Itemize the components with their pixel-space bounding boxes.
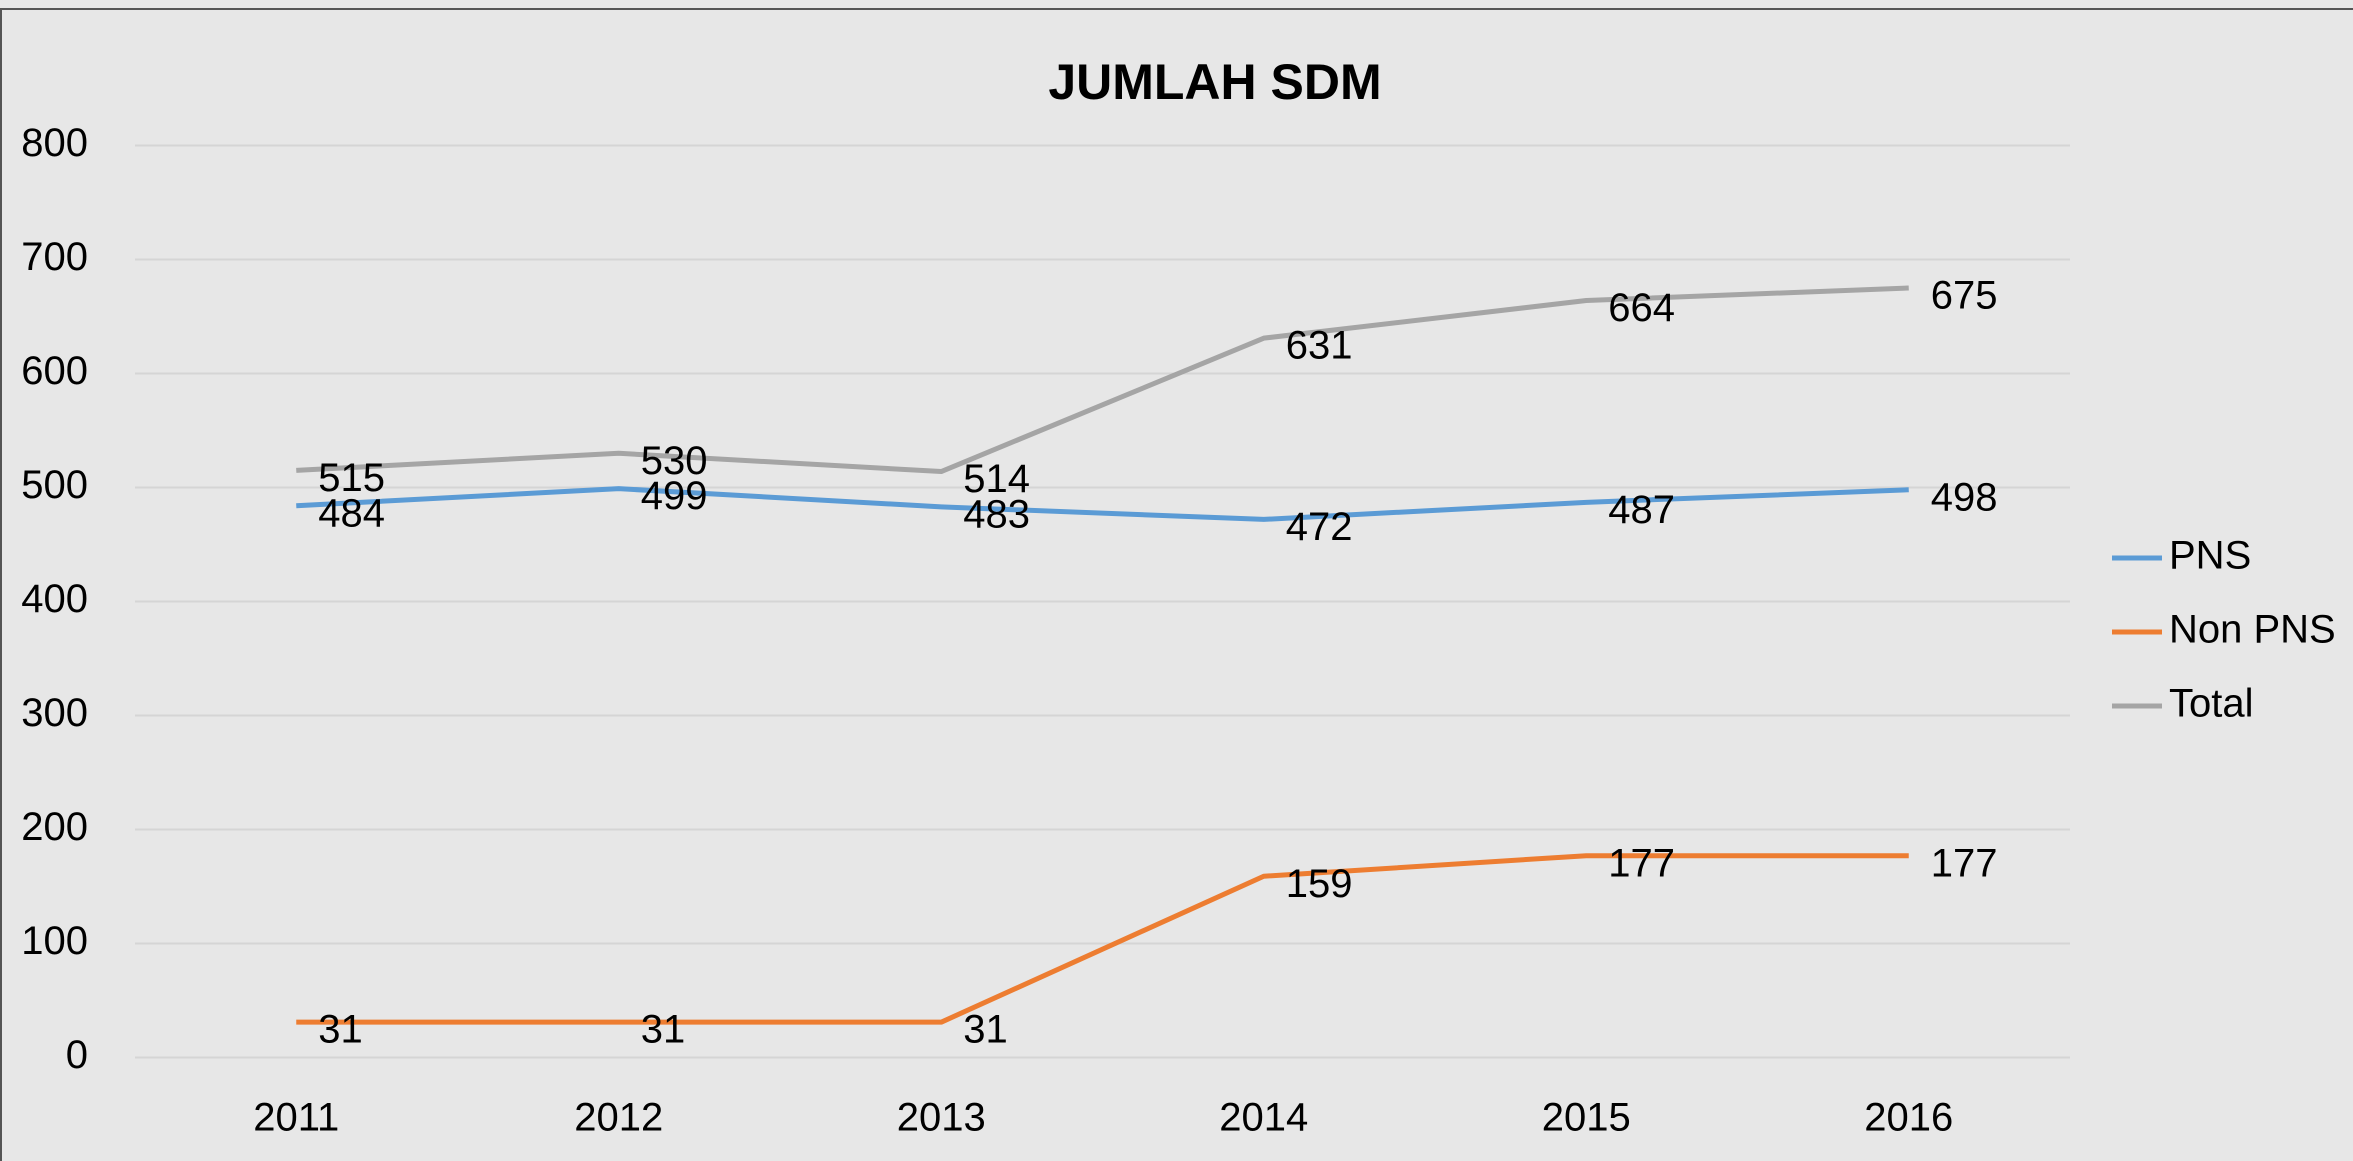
data-label: 675 [1931, 274, 1998, 318]
data-label: 664 [1608, 286, 1675, 330]
y-tick-label: 200 [21, 805, 88, 849]
data-label: 31 [641, 1008, 686, 1052]
data-label: 498 [1931, 475, 1998, 519]
data-label: 499 [641, 474, 708, 518]
data-label: 472 [1286, 505, 1353, 549]
y-tick-label: 700 [21, 235, 88, 279]
y-tick-label: 100 [21, 919, 88, 963]
y-tick-label: 300 [21, 691, 88, 735]
x-tick-label: 2015 [1542, 1096, 1631, 1140]
data-label: 530 [641, 439, 708, 483]
data-label: 484 [318, 491, 385, 535]
y-tick-label: 0 [66, 1033, 88, 1077]
legend-label: PNS [2169, 534, 2251, 578]
y-tick-label: 500 [21, 463, 88, 507]
x-tick-label: 2012 [574, 1096, 663, 1140]
data-label: 487 [1608, 488, 1675, 532]
y-tick-label: 600 [21, 349, 88, 393]
data-label: 514 [963, 457, 1030, 501]
series-line [296, 853, 1909, 1025]
data-label: 177 [1608, 841, 1675, 885]
data-label: 31 [318, 1008, 363, 1052]
series-line [296, 486, 1909, 522]
data-label: 177 [1931, 841, 1998, 885]
y-tick-label: 400 [21, 577, 88, 621]
data-label: 159 [1286, 862, 1353, 906]
legend-label: Non PNS [2169, 608, 2336, 652]
x-tick-label: 2014 [1219, 1096, 1308, 1140]
y-tick-label: 800 [21, 121, 88, 165]
x-tick-label: 2013 [897, 1096, 986, 1140]
data-label: 483 [963, 492, 1030, 536]
legend-label: Total [2169, 682, 2254, 726]
x-tick-label: 2011 [253, 1096, 339, 1140]
chart-title: JUMLAH SDM [1048, 54, 1381, 110]
data-label: 31 [963, 1008, 1008, 1052]
series-line [296, 285, 1909, 475]
data-label: 631 [1286, 324, 1353, 368]
data-label: 515 [318, 456, 385, 500]
x-tick-label: 2016 [1864, 1096, 1953, 1140]
